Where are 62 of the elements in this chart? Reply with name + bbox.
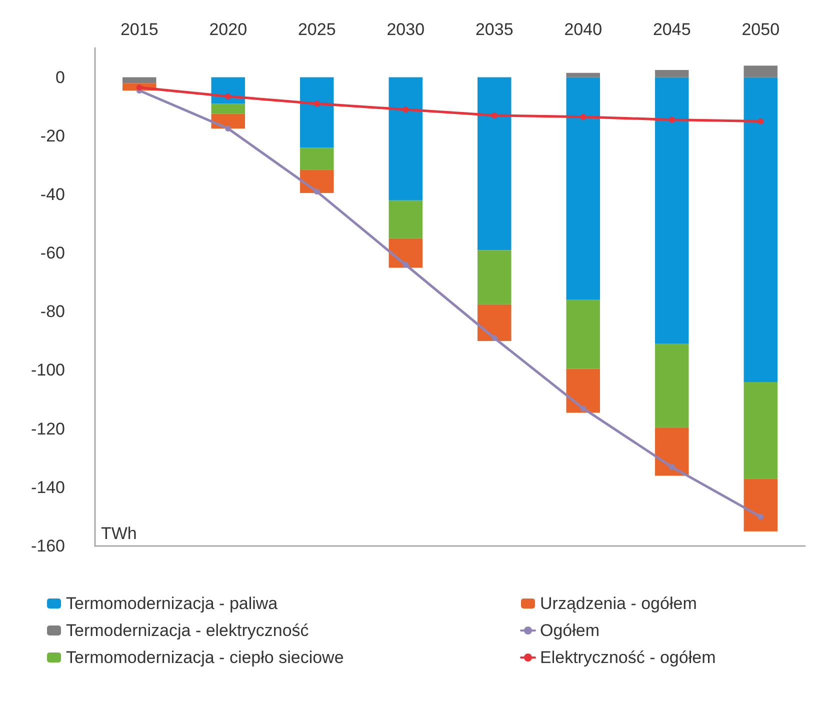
x-tick-label: 2035 (475, 20, 514, 39)
legend-label: Elektryczność - ogółem (540, 648, 716, 667)
point (758, 514, 764, 520)
y-tick-label: 0 (56, 68, 65, 87)
x-tick-label: 2050 (742, 20, 780, 39)
bar (566, 300, 600, 369)
point (580, 114, 586, 120)
bar (744, 478, 778, 532)
y-tick-label: -140 (30, 478, 65, 497)
x-tick-label: 2030 (386, 20, 425, 39)
legend-label: Ogółem (540, 621, 600, 640)
y-tick-label: -120 (30, 419, 65, 438)
x-tick-label: 2020 (209, 20, 248, 39)
point (136, 84, 142, 91)
point (491, 335, 498, 342)
point (668, 464, 675, 470)
x-tick-label: 2040 (564, 20, 602, 39)
bar (388, 238, 422, 268)
point (225, 93, 232, 100)
bar (566, 72, 600, 78)
x-tick-label: 2025 (298, 20, 336, 39)
bar (655, 344, 689, 428)
y-tick-label: -20 (40, 126, 65, 146)
bar (300, 148, 334, 170)
point (225, 126, 232, 132)
point (402, 106, 409, 113)
y-tick-label: -100 (30, 360, 65, 380)
bar (744, 77, 778, 382)
bar (655, 427, 689, 476)
bar (655, 70, 689, 78)
bar (566, 77, 600, 300)
x-tick-label: 2045 (652, 20, 691, 39)
legend-label: Termomodernizacja - paliwa (66, 594, 278, 613)
bar (744, 382, 778, 479)
bar (388, 77, 422, 200)
y-tick-label: -160 (30, 536, 65, 556)
bar (566, 368, 600, 413)
bar (388, 200, 422, 238)
point (668, 116, 675, 123)
y-tick-label: -80 (40, 302, 65, 322)
point (402, 262, 409, 268)
legend-label: Urządzenia - ogółem (540, 594, 697, 613)
bar (211, 104, 245, 114)
bar (300, 170, 334, 194)
x-tick-label: 2015 (120, 20, 158, 39)
legend-label: Termodernizacja - elektryczność (66, 621, 310, 640)
bar (478, 250, 512, 304)
bar (300, 77, 334, 148)
bar (478, 77, 512, 250)
y-axis-title: TWh (101, 524, 137, 543)
point (314, 188, 320, 195)
y-tick-label: -40 (40, 184, 65, 204)
point (758, 118, 764, 124)
point (580, 405, 586, 412)
point (491, 112, 498, 118)
bar (744, 66, 778, 78)
bar (655, 77, 689, 344)
bar (122, 77, 156, 84)
legend-label: Termomodernizacja - ciepło sieciowe (66, 648, 344, 667)
y-tick-label: -60 (40, 244, 65, 263)
bar (478, 304, 512, 341)
point (314, 100, 320, 107)
